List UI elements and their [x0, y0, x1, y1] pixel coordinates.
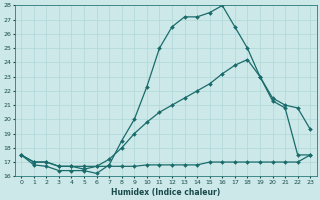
X-axis label: Humidex (Indice chaleur): Humidex (Indice chaleur) [111, 188, 220, 197]
